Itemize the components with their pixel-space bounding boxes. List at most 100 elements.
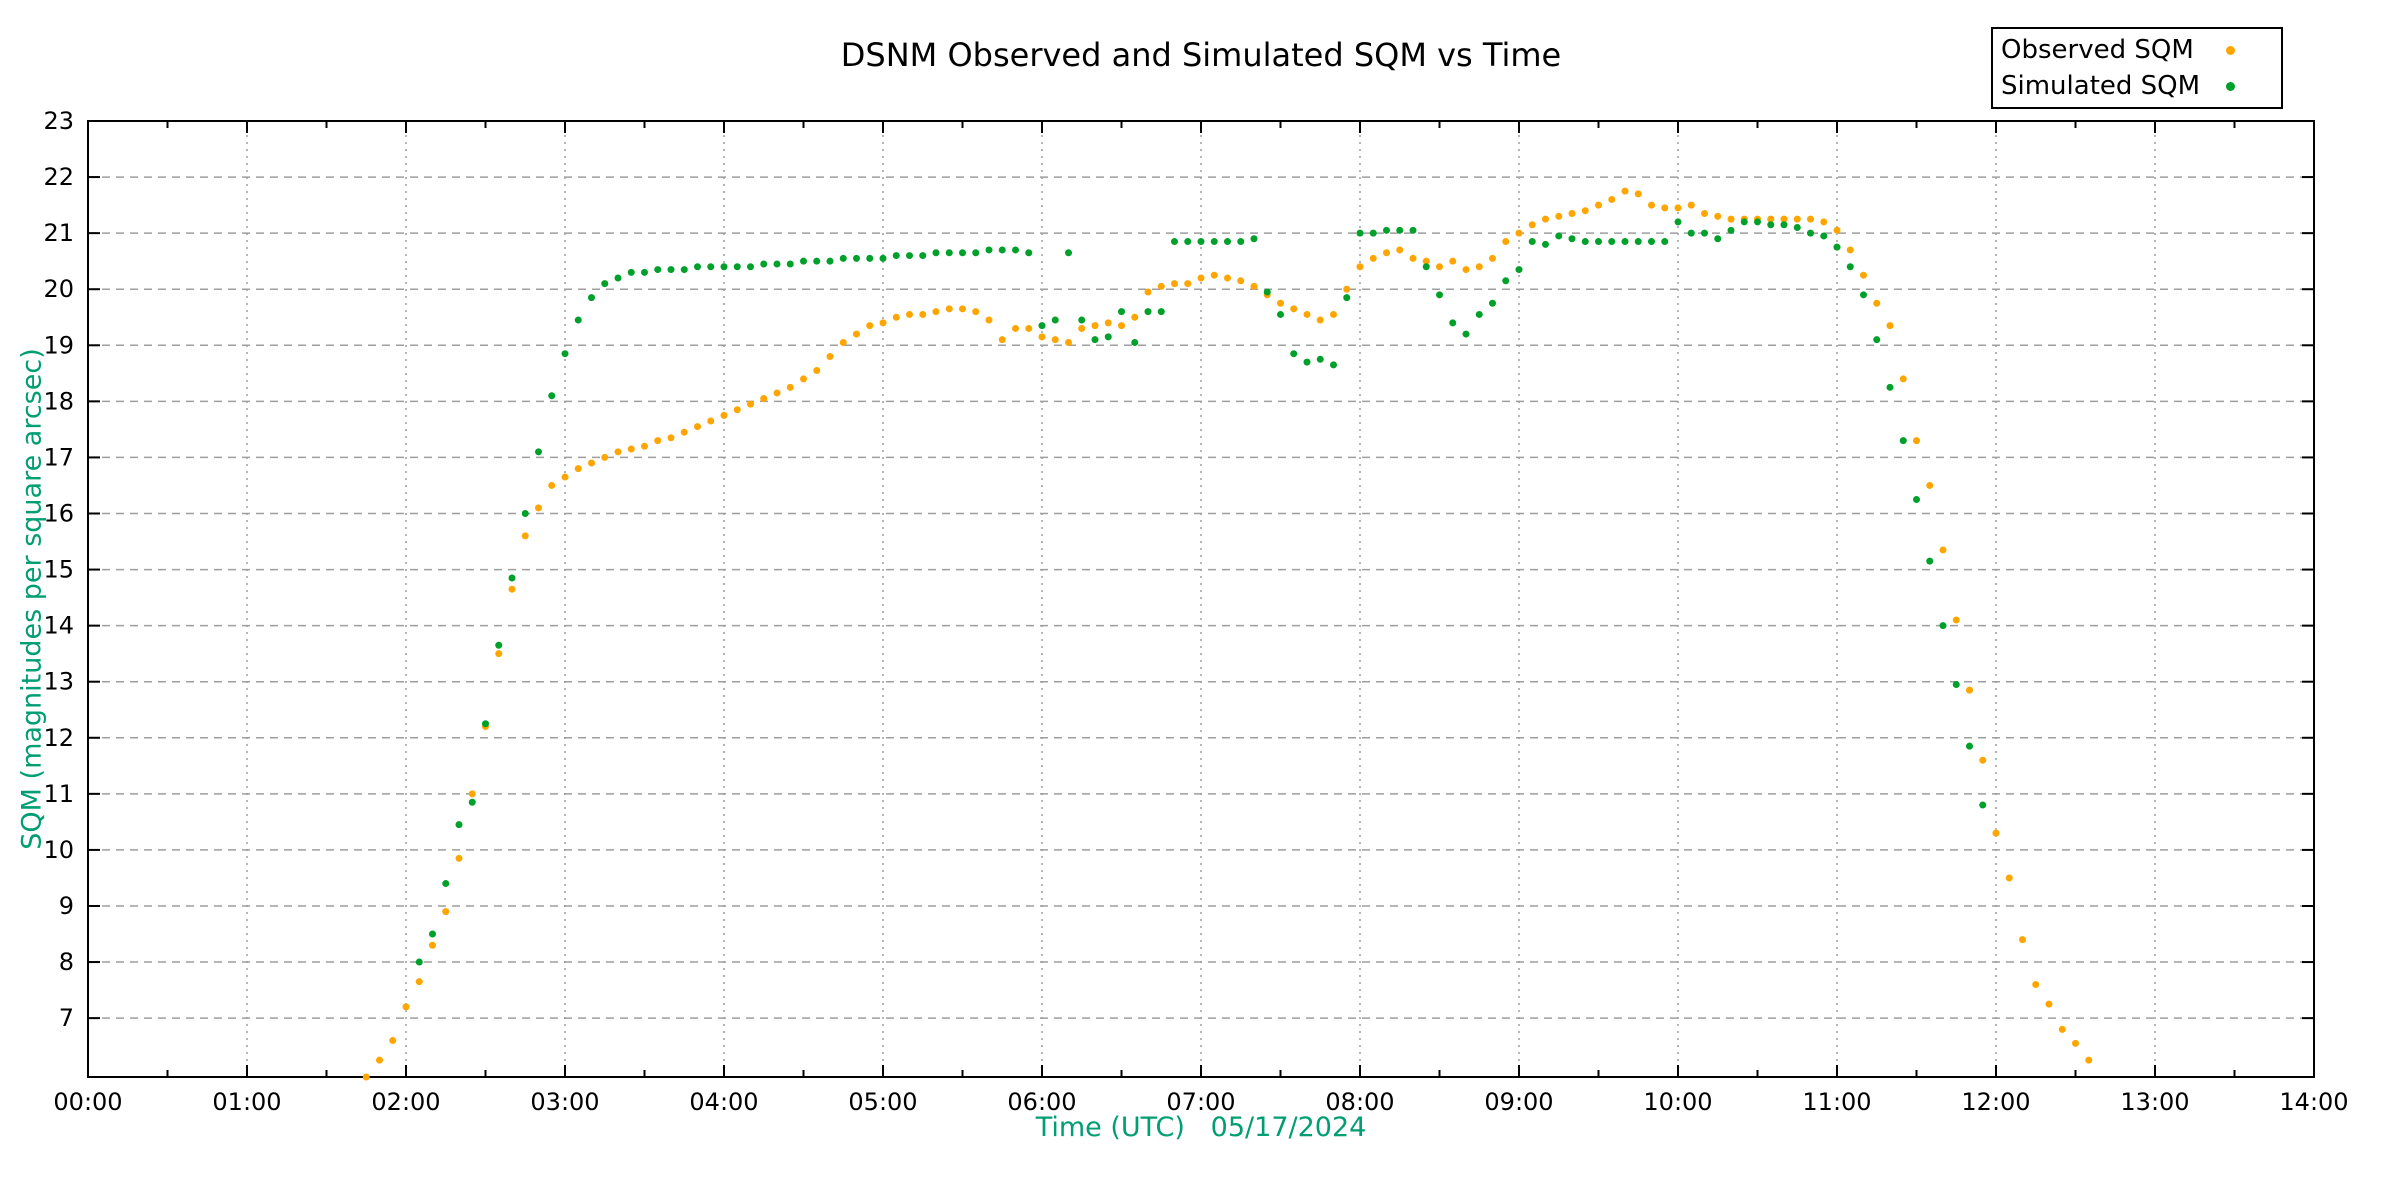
data-point-observed: [972, 308, 980, 316]
data-point-observed: [1131, 313, 1139, 321]
data-point-simulated: [1184, 238, 1192, 246]
data-point-simulated: [1674, 218, 1682, 226]
data-point-simulated: [1926, 557, 1934, 565]
data-point-simulated: [1793, 224, 1801, 232]
data-point-observed: [415, 978, 423, 986]
data-point-observed: [1568, 210, 1576, 218]
data-point-observed: [747, 400, 754, 408]
data-point-observed: [1330, 310, 1337, 318]
data-point-observed: [1621, 187, 1629, 195]
data-point-observed: [1608, 195, 1616, 203]
data-point-observed: [1661, 204, 1669, 212]
data-point-simulated: [588, 294, 595, 302]
data-point-observed: [1833, 226, 1841, 234]
x-tick-label: 04:00: [689, 1088, 758, 1116]
x-tick-label: 09:00: [1484, 1088, 1553, 1116]
data-point-observed: [574, 465, 582, 473]
data-point-simulated: [1860, 291, 1867, 299]
data-point-observed: [508, 585, 516, 593]
data-point-simulated: [1383, 226, 1390, 234]
data-point-simulated: [1542, 240, 1549, 248]
data-point-simulated: [1661, 238, 1669, 246]
data-point-simulated: [1740, 218, 1748, 226]
data-point-observed: [879, 319, 887, 327]
y-tick-label: 20: [43, 275, 74, 303]
data-point-observed: [1078, 324, 1086, 332]
data-point-observed: [2032, 980, 2040, 988]
data-point-observed: [813, 367, 821, 375]
data-point-simulated: [1091, 336, 1099, 344]
data-point-simulated: [972, 249, 980, 257]
data-point-simulated: [482, 720, 489, 728]
data-point-observed: [932, 308, 940, 316]
data-point-simulated: [1648, 238, 1655, 246]
data-point-simulated: [1581, 238, 1589, 246]
y-tick-label: 16: [43, 499, 74, 527]
data-point-simulated: [521, 509, 529, 517]
data-point-observed: [945, 305, 953, 313]
data-point-observed: [601, 453, 609, 461]
data-point-simulated: [1807, 229, 1814, 237]
data-point-simulated: [1727, 226, 1735, 234]
data-point-simulated: [1277, 310, 1284, 318]
y-tick-label: 8: [59, 948, 74, 976]
data-point-simulated: [1171, 238, 1178, 246]
data-point-simulated: [1422, 263, 1430, 271]
data-point-simulated: [786, 260, 794, 268]
data-point-observed: [1171, 280, 1178, 288]
data-point-observed: [1436, 263, 1443, 271]
data-point-observed: [1237, 277, 1245, 285]
data-point-simulated: [932, 249, 940, 257]
data-point-observed: [1979, 756, 1987, 764]
data-point-simulated: [455, 821, 463, 829]
data-point-simulated: [1197, 238, 1205, 246]
data-point-observed: [1012, 324, 1019, 332]
data-point-simulated: [1528, 238, 1536, 246]
data-point-simulated: [1210, 238, 1218, 246]
data-point-simulated: [773, 260, 781, 268]
data-point-observed: [1290, 305, 1298, 313]
data-point-observed: [892, 313, 900, 321]
data-point-simulated: [627, 268, 635, 276]
data-point-simulated: [1502, 277, 1510, 285]
data-point-simulated: [1330, 361, 1337, 369]
data-point-observed: [1992, 829, 2000, 837]
data-point-simulated: [680, 266, 688, 274]
data-point-observed: [362, 1073, 370, 1081]
data-point-simulated: [1913, 495, 1920, 503]
data-point-simulated: [429, 930, 436, 938]
data-point-observed: [1038, 333, 1046, 341]
data-point-observed: [1899, 375, 1907, 383]
y-tick-label: 18: [43, 387, 74, 415]
data-point-observed: [1966, 686, 1973, 694]
data-point-simulated: [1621, 238, 1629, 246]
data-point-observed: [1939, 546, 1947, 554]
data-point-observed: [1184, 280, 1192, 288]
data-point-simulated: [945, 249, 953, 257]
y-tick-label: 19: [43, 331, 74, 359]
x-tick-label: 10:00: [1643, 1088, 1712, 1116]
y-tick-label: 15: [43, 556, 74, 584]
data-point-simulated: [813, 257, 821, 265]
data-point-observed: [2005, 874, 2013, 882]
data-point-simulated: [1290, 350, 1298, 358]
data-point-observed: [1104, 319, 1112, 327]
data-point-observed: [707, 417, 715, 425]
data-point-observed: [1820, 218, 1828, 226]
data-point-observed: [614, 448, 622, 456]
data-point-observed: [1025, 324, 1033, 332]
data-point-simulated: [1144, 308, 1152, 316]
data-point-simulated: [561, 350, 569, 358]
legend-marker-simulated-icon: [2226, 81, 2235, 91]
y-tick-label: 23: [43, 107, 74, 135]
data-point-simulated: [1396, 226, 1404, 234]
data-point-observed: [1224, 274, 1231, 282]
data-point-observed: [1807, 215, 1814, 223]
data-point-simulated: [1608, 238, 1616, 246]
data-point-observed: [1118, 322, 1125, 330]
data-point-observed: [1489, 254, 1496, 262]
data-point-simulated: [601, 280, 609, 288]
data-point-simulated: [839, 254, 847, 262]
data-point-observed: [1144, 288, 1152, 296]
